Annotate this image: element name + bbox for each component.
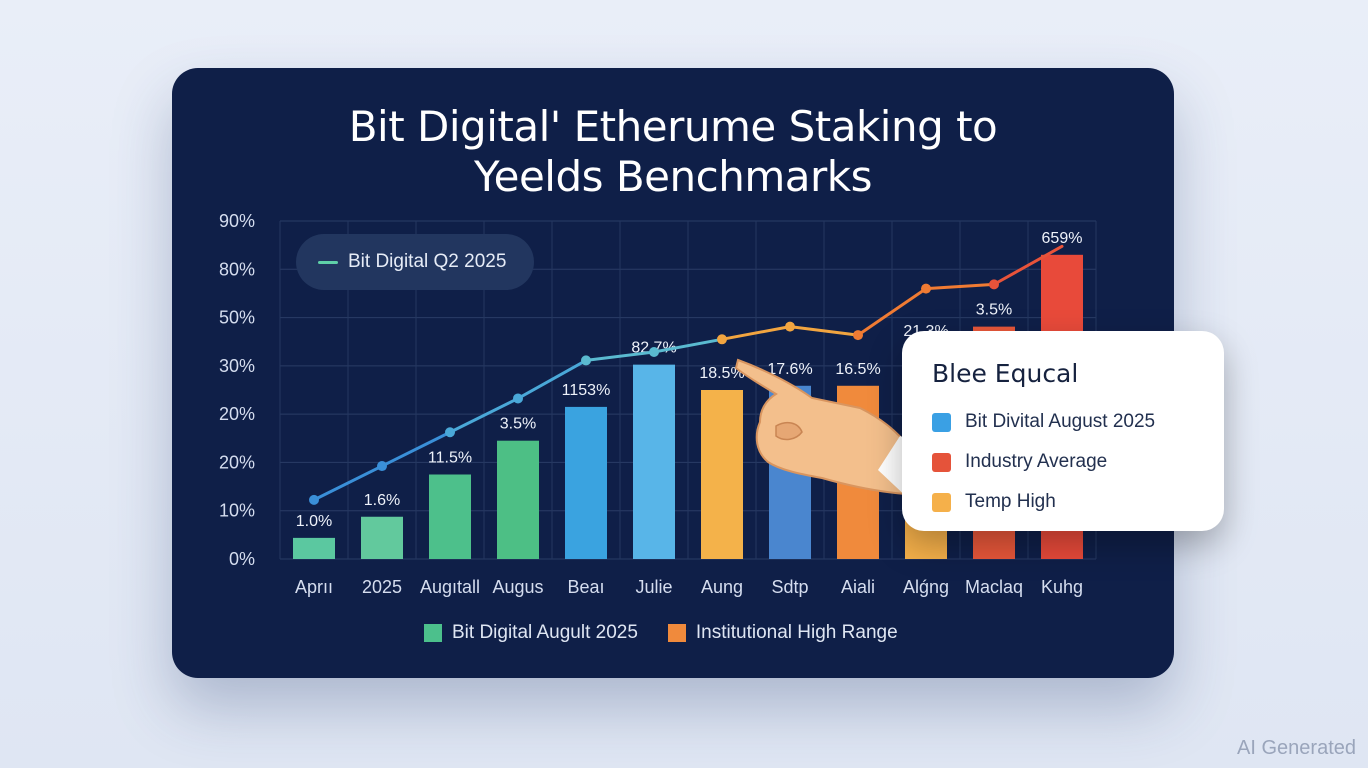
bar: [361, 516, 403, 559]
series-point: [989, 279, 999, 290]
series-line-segment: [924, 282, 996, 291]
x-tick-label: Aiali: [841, 577, 875, 597]
chart-title: Bit Digital' Etherume Staking to Yeelds …: [172, 102, 1174, 202]
x-tick-label: 2025: [362, 577, 402, 597]
series-point: [853, 330, 863, 341]
bar-data-label: 1153%: [562, 382, 611, 399]
bar-data-label: 11.5%: [428, 450, 472, 467]
series-point: [309, 494, 319, 505]
bar-data-label: 3.5%: [976, 302, 1012, 319]
bottom-legend-label: Bit Digital Augult 2025: [452, 622, 638, 643]
series-point: [513, 393, 523, 404]
legend-card-label: Temp High: [965, 491, 1056, 512]
legend-card-swatch: [932, 412, 951, 432]
series-point: [921, 283, 931, 294]
bar: [497, 440, 539, 559]
bar-data-label: 659%: [1042, 230, 1083, 247]
series-point: [377, 461, 387, 472]
bottom-legend-item: Bit Digital Augult 2025: [424, 622, 638, 644]
bottom-legend-swatch: [424, 624, 442, 642]
legend-card: Blee Equcal Bit Divital August 2025 Indu…: [902, 331, 1224, 531]
series-point: [581, 355, 591, 366]
legend-card-swatch: [932, 492, 951, 512]
x-tick-label: Kuhg: [1041, 577, 1083, 597]
legend-card-title: Blee Equcal: [932, 359, 1079, 388]
series-line-segment: [584, 350, 656, 362]
y-tick-label: 0%: [229, 549, 255, 569]
bar: [769, 385, 811, 559]
y-tick-label: 20%: [219, 452, 255, 472]
legend-pill: Bit Digital Q2 2025: [296, 234, 534, 290]
series-point: [649, 346, 659, 357]
chart-title-line-2: Yeelds Benchmarks: [474, 152, 872, 201]
bar-data-label: 1.6%: [364, 492, 400, 509]
bar-data-label: 16.5%: [835, 361, 880, 378]
bar: [565, 406, 607, 559]
bar-data-label: 18.5%: [699, 365, 744, 382]
bar: [633, 364, 675, 559]
series-point: [717, 334, 727, 345]
bar-data-label: 17.6%: [767, 361, 812, 378]
y-tick-label: 90%: [219, 211, 255, 231]
x-tick-label: Alǵng: [903, 577, 949, 597]
y-tick-label: 50%: [219, 308, 255, 328]
x-tick-label: Julie: [635, 577, 672, 597]
legend-pill-swatch: [318, 260, 338, 264]
bar: [837, 385, 879, 559]
series-line-segment: [856, 287, 928, 337]
series-line-segment: [652, 337, 724, 354]
x-tick-label: Augıtall: [420, 577, 480, 597]
legend-card-item: Temp High: [932, 482, 1224, 522]
series-point: [785, 321, 795, 332]
bar: [429, 474, 471, 559]
bottom-legend: Bit Digital Augult 2025 Institutional Hi…: [424, 622, 898, 644]
x-tick-label: Beaı: [567, 577, 604, 597]
legend-pill-label: Bit Digital Q2 2025: [348, 251, 507, 272]
series-line-segment: [312, 464, 384, 502]
legend-card-item: Industry Average: [932, 442, 1224, 482]
y-tick-label: 80%: [219, 259, 255, 279]
series-line-segment: [516, 358, 588, 400]
series-point: [445, 427, 455, 438]
legend-card-item: Bit Divital August 2025: [932, 402, 1224, 442]
y-tick-label: 20%: [219, 404, 255, 424]
bar-data-label: 1.0%: [296, 513, 332, 530]
series-line-segment: [380, 430, 452, 468]
series-line-segment: [720, 325, 792, 341]
x-tick-label: Sdtp: [771, 577, 808, 597]
y-tick-label: 30%: [219, 356, 255, 376]
x-tick-label: Aung: [701, 577, 743, 597]
bottom-legend-item: Institutional High Range: [667, 622, 898, 644]
x-tick-label: Augus: [492, 577, 543, 597]
series-line-segment: [788, 325, 860, 337]
series-line-segment: [992, 244, 1064, 286]
y-tick-label: 10%: [219, 501, 255, 521]
x-tick-label: Aprıı: [295, 577, 333, 597]
bottom-legend-swatch: [667, 624, 686, 642]
watermark: AI Generated: [1237, 737, 1356, 759]
bar-data-label: 3.5%: [500, 416, 536, 433]
series-line-segment: [448, 396, 520, 434]
x-tick-label: Maclaq: [965, 577, 1023, 597]
legend-card-label: Industry Average: [965, 451, 1108, 472]
legend-card-swatch: [932, 452, 951, 472]
legend-card-label: Bit Divital August 2025: [965, 411, 1156, 432]
bar: [701, 390, 743, 559]
chart-title-line-1: Bit Digital' Etherume Staking to: [348, 102, 998, 151]
bottom-legend-label: Institutional High Range: [695, 622, 898, 643]
bar: [293, 537, 335, 559]
